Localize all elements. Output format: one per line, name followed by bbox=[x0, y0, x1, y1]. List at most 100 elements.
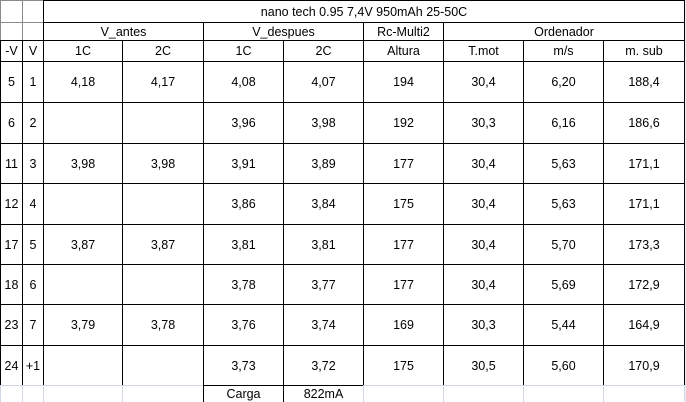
table-cell: 30,4 bbox=[443, 224, 524, 265]
table-cell: 30,4 bbox=[443, 264, 524, 305]
blank-cell bbox=[22, 0, 44, 23]
table-cell: 5 bbox=[0, 61, 23, 103]
table-cell: 3,76 bbox=[203, 304, 284, 346]
table-cell: 3,84 bbox=[283, 183, 364, 225]
table-cell: +1 bbox=[22, 345, 44, 386]
column-header: Altura bbox=[363, 40, 444, 62]
empty-cell bbox=[122, 385, 204, 402]
table-cell: 3,98 bbox=[43, 143, 123, 184]
table-cell: 175 bbox=[363, 183, 444, 225]
column-header: V bbox=[22, 40, 44, 62]
footer-label: Carga bbox=[203, 385, 284, 402]
column-header: -V bbox=[0, 40, 23, 62]
table-cell: 30,4 bbox=[443, 143, 524, 184]
table-cell bbox=[43, 183, 123, 225]
table-cell: 3,89 bbox=[283, 143, 364, 184]
empty-cell bbox=[523, 385, 604, 402]
table-cell: 11 bbox=[0, 143, 23, 184]
table-cell: 30,4 bbox=[443, 183, 524, 225]
table-cell: 3,72 bbox=[283, 345, 364, 386]
table-cell: 4 bbox=[22, 183, 44, 225]
table-cell: 188,4 bbox=[603, 61, 685, 103]
table-cell: 23 bbox=[0, 304, 23, 346]
table-cell: 192 bbox=[363, 102, 444, 144]
table-cell: 3,98 bbox=[283, 102, 364, 144]
table-cell: 175 bbox=[363, 345, 444, 386]
table-cell: 4,08 bbox=[203, 61, 284, 103]
table-cell: 186,6 bbox=[603, 102, 685, 144]
table-cell: 4,07 bbox=[283, 61, 364, 103]
group-header: Ordenador bbox=[443, 22, 685, 41]
table-cell bbox=[122, 183, 204, 225]
table-cell bbox=[43, 102, 123, 144]
table-cell: 173,3 bbox=[603, 224, 685, 265]
table-cell: 171,1 bbox=[603, 143, 685, 184]
column-header: 2C bbox=[283, 40, 364, 62]
table-cell: 7 bbox=[22, 304, 44, 346]
table-cell: 30,3 bbox=[443, 304, 524, 346]
table-cell: 5,63 bbox=[523, 183, 604, 225]
table-cell: 5,44 bbox=[523, 304, 604, 346]
table-cell: 30,4 bbox=[443, 61, 524, 103]
table-cell bbox=[43, 264, 123, 305]
column-header: T.mot bbox=[443, 40, 524, 62]
blank-cell bbox=[0, 22, 23, 41]
grid-strip bbox=[684, 0, 686, 402]
group-header: Rc-Multi2 bbox=[363, 22, 444, 41]
table-cell: 3,78 bbox=[203, 264, 284, 305]
table-cell: 4,18 bbox=[43, 61, 123, 103]
table-cell: 177 bbox=[363, 264, 444, 305]
blank-cell bbox=[22, 22, 44, 41]
column-header: 2C bbox=[122, 40, 204, 62]
table-cell: 6 bbox=[22, 264, 44, 305]
blank-cell bbox=[0, 0, 23, 23]
table-cell: 17 bbox=[0, 224, 23, 265]
table-cell: 3 bbox=[22, 143, 44, 184]
table-cell: 12 bbox=[0, 183, 23, 225]
table-cell: 3,77 bbox=[283, 264, 364, 305]
empty-cell bbox=[0, 385, 23, 402]
column-header: m/s bbox=[523, 40, 604, 62]
table-cell bbox=[43, 345, 123, 386]
group-header: V_despues bbox=[203, 22, 364, 41]
table-cell: 4,17 bbox=[122, 61, 204, 103]
table-cell: 171,1 bbox=[603, 183, 685, 225]
empty-cell bbox=[603, 385, 685, 402]
table-cell: 2 bbox=[22, 102, 44, 144]
table-cell: 3,78 bbox=[122, 304, 204, 346]
table-cell: 169 bbox=[363, 304, 444, 346]
table-cell: 3,74 bbox=[283, 304, 364, 346]
table-cell: 3,86 bbox=[203, 183, 284, 225]
column-header: 1C bbox=[43, 40, 123, 62]
group-header: V_antes bbox=[43, 22, 204, 41]
table-cell: 3,79 bbox=[43, 304, 123, 346]
table-cell: 30,3 bbox=[443, 102, 524, 144]
column-header: 1C bbox=[203, 40, 284, 62]
table-cell: 177 bbox=[363, 224, 444, 265]
table-cell: 170,9 bbox=[603, 345, 685, 386]
table-cell: 3,87 bbox=[122, 224, 204, 265]
table-cell: 5,69 bbox=[523, 264, 604, 305]
table-cell: 194 bbox=[363, 61, 444, 103]
table-cell: 6,20 bbox=[523, 61, 604, 103]
table-cell: 3,96 bbox=[203, 102, 284, 144]
table-cell: 3,73 bbox=[203, 345, 284, 386]
table-cell: 5,60 bbox=[523, 345, 604, 386]
table-cell bbox=[122, 264, 204, 305]
table-cell: 3,91 bbox=[203, 143, 284, 184]
table-cell: 3,81 bbox=[283, 224, 364, 265]
table-cell: 6,16 bbox=[523, 102, 604, 144]
footer-value: 822mA bbox=[283, 385, 364, 402]
table-cell: 5,70 bbox=[523, 224, 604, 265]
column-header: m. sub bbox=[603, 40, 685, 62]
table-cell: 172,9 bbox=[603, 264, 685, 305]
table-cell: 3,87 bbox=[43, 224, 123, 265]
table-cell: 24 bbox=[0, 345, 23, 386]
table-cell bbox=[122, 345, 204, 386]
empty-cell bbox=[443, 385, 524, 402]
empty-cell bbox=[363, 385, 444, 402]
table-cell: 5 bbox=[22, 224, 44, 265]
table-cell: 30,5 bbox=[443, 345, 524, 386]
empty-cell bbox=[22, 385, 44, 402]
table-cell: 177 bbox=[363, 143, 444, 184]
